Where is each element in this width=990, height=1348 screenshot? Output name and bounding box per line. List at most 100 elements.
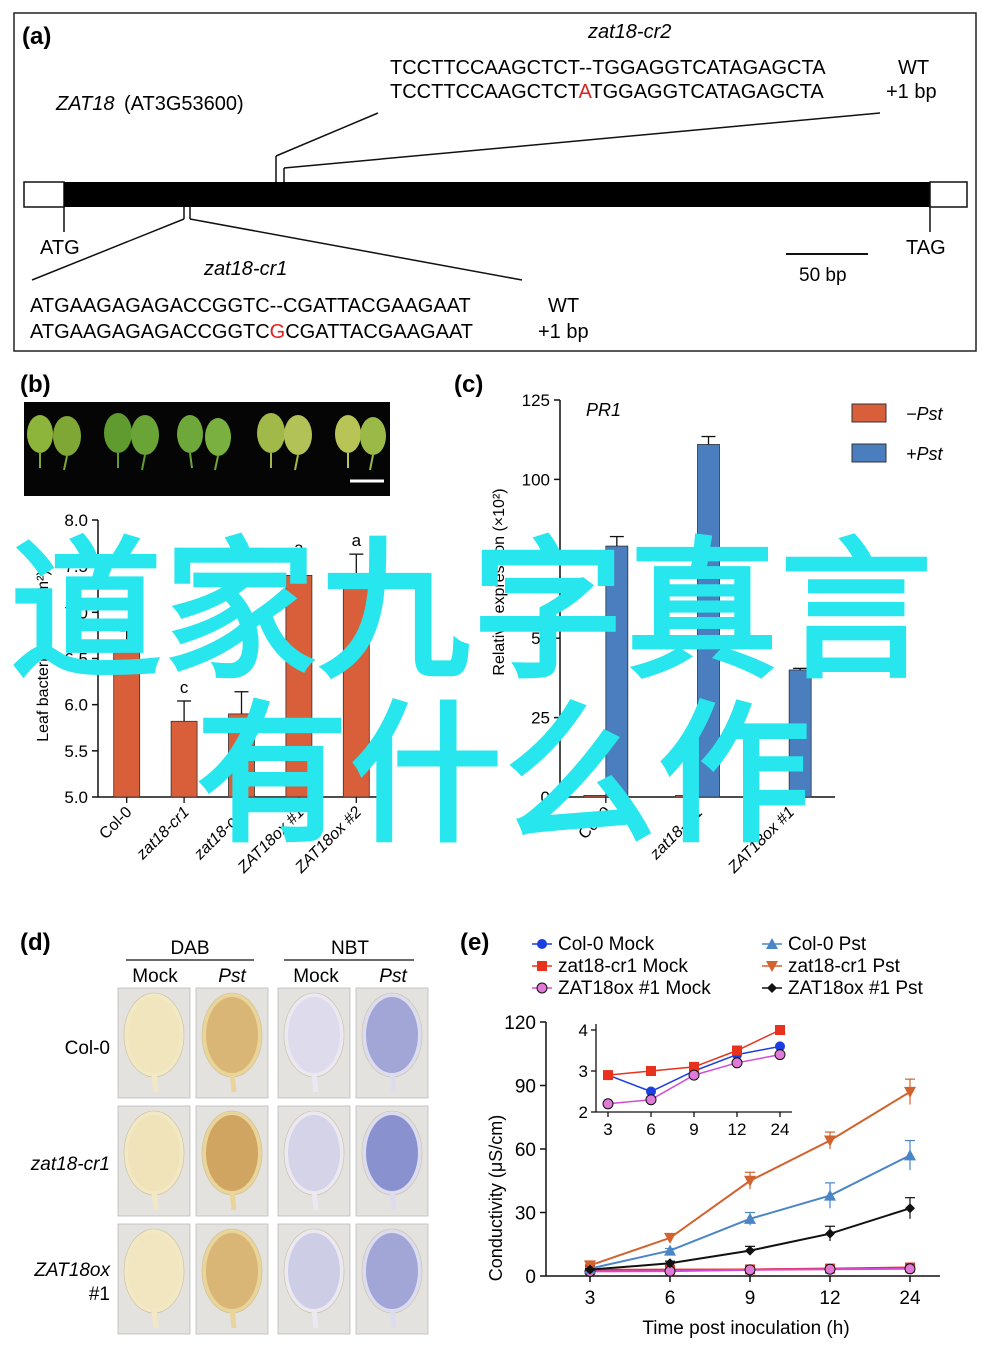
e-inset-point	[603, 1070, 613, 1081]
b-ytick-label: 7.0	[64, 603, 88, 622]
e-legend-marker	[767, 983, 777, 993]
cr2-wt-label: WT	[898, 57, 929, 79]
e-point	[745, 1245, 755, 1256]
cr1-mut-seq: ATGAAGAGAGACCGGTCGCGATTACGAAGAAT	[30, 321, 473, 343]
panel-c: (c) Relative expression (×10²) PR1 −Pst …	[454, 371, 944, 878]
e-inset-point	[602, 1098, 614, 1110]
e-legend-marker	[537, 961, 547, 971]
cr2-callout-right	[283, 112, 881, 169]
b-ytick-label: 6.5	[64, 650, 88, 669]
stain-petiole	[389, 1072, 397, 1093]
gene-utr-left	[23, 181, 65, 208]
panel-b-chart: 5.0 5.5 6.0 6.5 7.0 7.5 8.0 Col-0 c zat18-cr1zat1…	[64, 511, 385, 877]
c-xtick-label: ZAT18ox #1	[724, 804, 798, 878]
gene-locus: (AT3G53600)	[124, 93, 244, 115]
b-ytick-label: 6.0	[64, 696, 88, 715]
c-bar	[583, 795, 607, 798]
c-bar	[697, 444, 720, 798]
c-bar	[788, 669, 812, 798]
col-dab-mock: Mock	[132, 966, 178, 987]
stain-intensity	[366, 997, 418, 1073]
panel-e-xlabel: Time post inoculation (h)	[642, 1318, 849, 1339]
stain-petiole	[151, 1308, 159, 1329]
e-xtick-label: 9	[745, 1288, 756, 1309]
e-point	[744, 1212, 756, 1224]
stain-petiole	[311, 1072, 319, 1093]
stain-intensity	[206, 1233, 258, 1309]
c-xtick-label: Col-0	[576, 804, 615, 843]
stain-intensity	[128, 1115, 180, 1191]
legend-minus-swatch	[851, 403, 887, 423]
gene-cds	[64, 182, 930, 207]
e-inset-ytick-label: 3	[579, 1062, 588, 1081]
e-inset-point	[645, 1094, 657, 1106]
stain-intensity	[288, 1233, 340, 1309]
e-inset-point	[731, 1057, 743, 1069]
e-legend-label: Col-0 Mock	[558, 934, 655, 955]
leaf-photo-strip	[24, 402, 390, 496]
e-ytick-label: 0	[525, 1267, 536, 1288]
panel-c-ylabel: Relative expression (×10²)	[491, 488, 508, 675]
stain-intensity	[288, 997, 340, 1073]
cr1-wt-seq: ATGAAGAGAGACCGGTC--CGATTACGAAGAAT	[30, 295, 471, 317]
b-bar	[342, 576, 370, 798]
b-xtick-label: Col-0	[96, 804, 135, 843]
e-legend-marker	[766, 961, 778, 972]
e-inset-xtick-label: 12	[728, 1120, 747, 1139]
panel-b-ylabel: Leaf bacteria (CFU/cm²)	[35, 570, 52, 742]
c-bar	[605, 545, 629, 798]
e-inset-xtick-label: 9	[689, 1120, 698, 1139]
e-point	[585, 1264, 595, 1275]
legend-plus-label: +Pst	[906, 444, 944, 464]
e-inset-xtick-label: 6	[646, 1120, 655, 1139]
e-ytick-label: 90	[515, 1077, 536, 1098]
group-nbt: NBT	[331, 938, 369, 959]
stain-petiole	[229, 1072, 237, 1093]
c-ytick-label: 75	[531, 550, 550, 569]
e-point	[824, 1189, 836, 1201]
e-inset-point	[646, 1086, 656, 1097]
stain-petiole	[151, 1190, 159, 1211]
panel-c-label: (c)	[454, 371, 483, 398]
e-point	[904, 1149, 916, 1161]
e-inset-point	[775, 1041, 785, 1052]
stain-petiole	[311, 1190, 319, 1211]
stain-petiole	[229, 1190, 237, 1211]
row-cr1: zat18-cr1	[30, 1154, 110, 1175]
cr2-wt-seq: TCCTTCCAAGCTCT--TGGAGGTCATAGAGCTA	[390, 57, 826, 79]
e-legend-label: zat18-cr1 Pst	[788, 956, 901, 977]
start-codon: ATG	[40, 237, 80, 259]
stain-petiole	[389, 1308, 397, 1329]
e-legend-marker	[766, 938, 778, 949]
panel-e-label: (e)	[460, 929, 489, 956]
e-inset-point	[732, 1045, 742, 1056]
e-xtick-label: 12	[819, 1288, 840, 1309]
group-dab: DAB	[170, 938, 209, 959]
e-inset-point	[774, 1049, 786, 1061]
e-legend-label: ZAT18ox #1 Mock	[558, 978, 711, 999]
c-ytick-label: 0	[541, 788, 550, 807]
panel-d: (d) DAB NBT Mock Pst Mock Pst Col-0 zat1…	[20, 929, 429, 1335]
stop-codon: TAG	[906, 237, 946, 259]
e-legend-label: zat18-cr1 Mock	[558, 956, 688, 977]
e-point	[665, 1258, 675, 1269]
b-ytick-label: 5.5	[64, 742, 88, 761]
b-bar	[113, 639, 141, 798]
panel-a-frame	[13, 12, 977, 352]
e-point	[904, 1263, 916, 1275]
e-point	[905, 1203, 915, 1214]
cr1-callout-left	[31, 218, 185, 281]
e-legend-label: Col-0 Pst	[788, 934, 867, 955]
b-xtick-label: zat18-cr1	[133, 804, 193, 864]
row-ox-line2: #1	[89, 1284, 110, 1305]
b-bar	[228, 713, 255, 798]
e-ytick-label: 60	[515, 1140, 536, 1161]
panel-c-gene: PR1	[586, 400, 621, 420]
e-ytick-label: 120	[504, 1013, 536, 1034]
scale-bar-label: 50 bp	[799, 265, 847, 286]
leaf-pairs	[27, 413, 386, 471]
c-bar	[675, 795, 698, 798]
stain-intensity	[288, 1115, 340, 1191]
cr1-mut-label: +1 bp	[538, 321, 589, 343]
